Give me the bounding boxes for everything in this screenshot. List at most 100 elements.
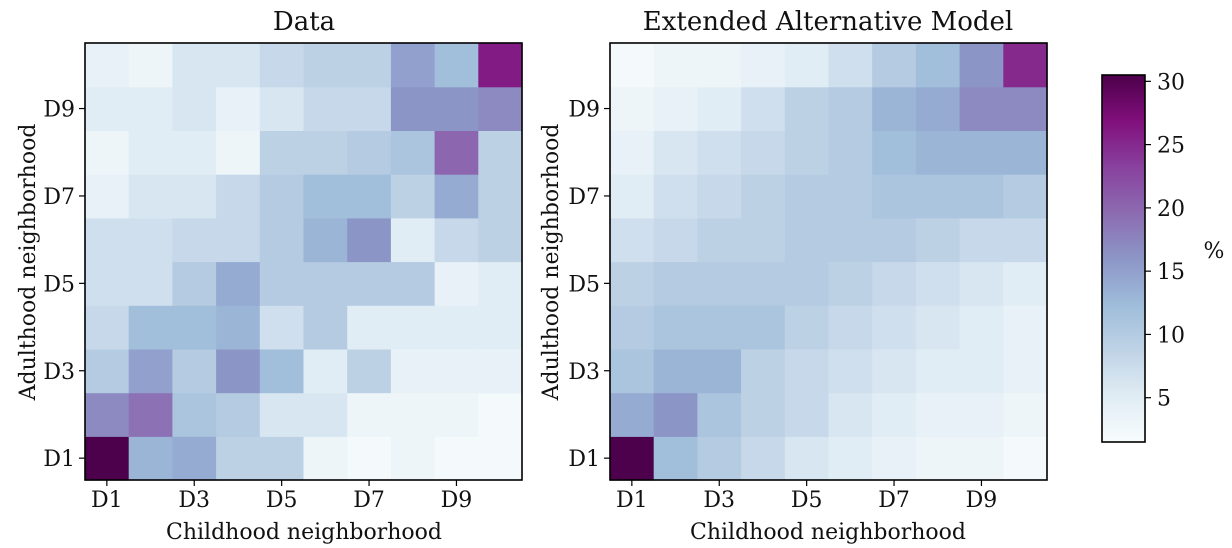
heatmap-cell (390, 348, 436, 394)
heatmap-cell (303, 436, 348, 481)
heatmap-cell (259, 436, 305, 481)
heatmap-cell (434, 305, 479, 350)
x-ticks: D1 D3 D5 D7 D9 (91, 480, 472, 513)
plot-frame (84, 42, 523, 481)
heatmap-cell (741, 217, 786, 263)
panel-title: Extended Alternative Model (643, 7, 1014, 37)
heatmap-cell (697, 348, 742, 394)
heatmap-cell (741, 130, 786, 175)
heatmap-cell (259, 305, 305, 350)
heatmap-cell (85, 305, 130, 350)
heatmap-cell (172, 174, 217, 219)
heatmap-cell (653, 348, 698, 394)
x-tick-label: D5 (266, 488, 298, 513)
heatmap-cell (784, 130, 830, 175)
heatmap-cells (85, 43, 523, 481)
heatmap-cell (741, 436, 786, 481)
heatmap-cell (959, 261, 1004, 306)
heatmap-cell (784, 43, 830, 88)
heatmap-cell (478, 436, 523, 481)
y-axis-label: Adulthood neighborhood (539, 124, 564, 402)
heatmap-cell (85, 261, 130, 306)
heatmap-cell (741, 305, 786, 350)
heatmap-cell (85, 217, 130, 263)
heatmap-cell (915, 174, 961, 219)
heatmap-cell (610, 130, 655, 175)
y-ticks: D1 D3 D5 D7 D9 (43, 98, 85, 472)
heatmap-cell (915, 43, 961, 88)
heatmap-cell (741, 174, 786, 219)
heatmap-cell (478, 261, 523, 306)
heatmap-cell (478, 86, 523, 131)
colorbar-label: % (1204, 239, 1225, 264)
heatmap-cell (478, 392, 523, 437)
colorbar-frame (1101, 74, 1146, 443)
heatmap-cell (216, 305, 261, 350)
heatmap-cell (216, 217, 261, 263)
heatmap-cell (1003, 130, 1048, 175)
x-axis-label: Childhood neighborhood (690, 520, 966, 545)
heatmap-cell (610, 261, 655, 306)
y-axis-label: Adulthood neighborhood (16, 124, 41, 402)
heatmap-cell (478, 348, 523, 394)
heatmap-cell (172, 392, 217, 437)
heatmap-cell (828, 43, 873, 88)
heatmap-cell (478, 217, 523, 263)
heatmap-cell (347, 348, 392, 394)
heatmap-cell (784, 217, 830, 263)
heatmap-cell (259, 392, 305, 437)
heatmap-cell (259, 174, 305, 219)
heatmap-cell (653, 174, 698, 219)
heatmap-cell (347, 305, 392, 350)
x-tick-label: D9 (441, 488, 473, 513)
y-tick-label: D5 (43, 272, 75, 297)
heatmap-cell (959, 86, 1004, 131)
heatmap-cell (259, 348, 305, 394)
heatmap-cell (828, 436, 873, 481)
heatmap-cell (697, 305, 742, 350)
heatmap-cell (784, 305, 830, 350)
heatmap-cell (259, 217, 305, 263)
heatmap-cell (434, 86, 479, 131)
heatmap-cell (959, 392, 1004, 437)
heatmap-cell (85, 86, 130, 131)
heatmap-cell (390, 174, 436, 219)
heatmap-cell (1003, 174, 1048, 219)
colorbar: 5 10 15 20 25 30 % (1101, 70, 1225, 443)
heatmap-cell (610, 86, 655, 131)
heatmap-cell (172, 86, 217, 131)
heatmap-cell (303, 348, 348, 394)
y-tick-label: D5 (568, 272, 600, 297)
heatmap-cell (872, 436, 917, 481)
heatmap-cell (828, 348, 873, 394)
heatmap-cell (959, 217, 1004, 263)
heatmap-cell (828, 130, 873, 175)
heatmap-cell (390, 43, 436, 88)
heatmap-cell (347, 174, 392, 219)
heatmap-cell (216, 130, 261, 175)
heatmap-cell (390, 86, 436, 131)
heatmap-cell (741, 43, 786, 88)
heatmap-cell (610, 348, 655, 394)
heatmap-cell (697, 130, 742, 175)
heatmap-cell (959, 348, 1004, 394)
heatmap-cell (959, 436, 1004, 481)
heatmap-cell (128, 392, 173, 437)
heatmap-cell (1003, 348, 1048, 394)
y-tick-label: D3 (568, 360, 600, 385)
heatmap-cell (478, 305, 523, 350)
heatmap-cell (478, 43, 523, 88)
heatmap-cell (478, 174, 523, 219)
heatmap-cell (390, 217, 436, 263)
heatmap-cell (653, 43, 698, 88)
heatmap-cell (390, 261, 436, 306)
heatmap-cell (1003, 261, 1048, 306)
heatmap-cell (915, 130, 961, 175)
heatmap-cell (697, 392, 742, 437)
heatmap-panel-model: Extended Alternative Model D1 D3 D5 D7 D9 D1… (539, 7, 1048, 545)
heatmap-cell (828, 305, 873, 350)
panel-title: Data (273, 7, 335, 37)
heatmap-cell (172, 348, 217, 394)
heatmap-cells (610, 43, 1048, 481)
colorbar-tick-label: 10 (1157, 323, 1185, 348)
